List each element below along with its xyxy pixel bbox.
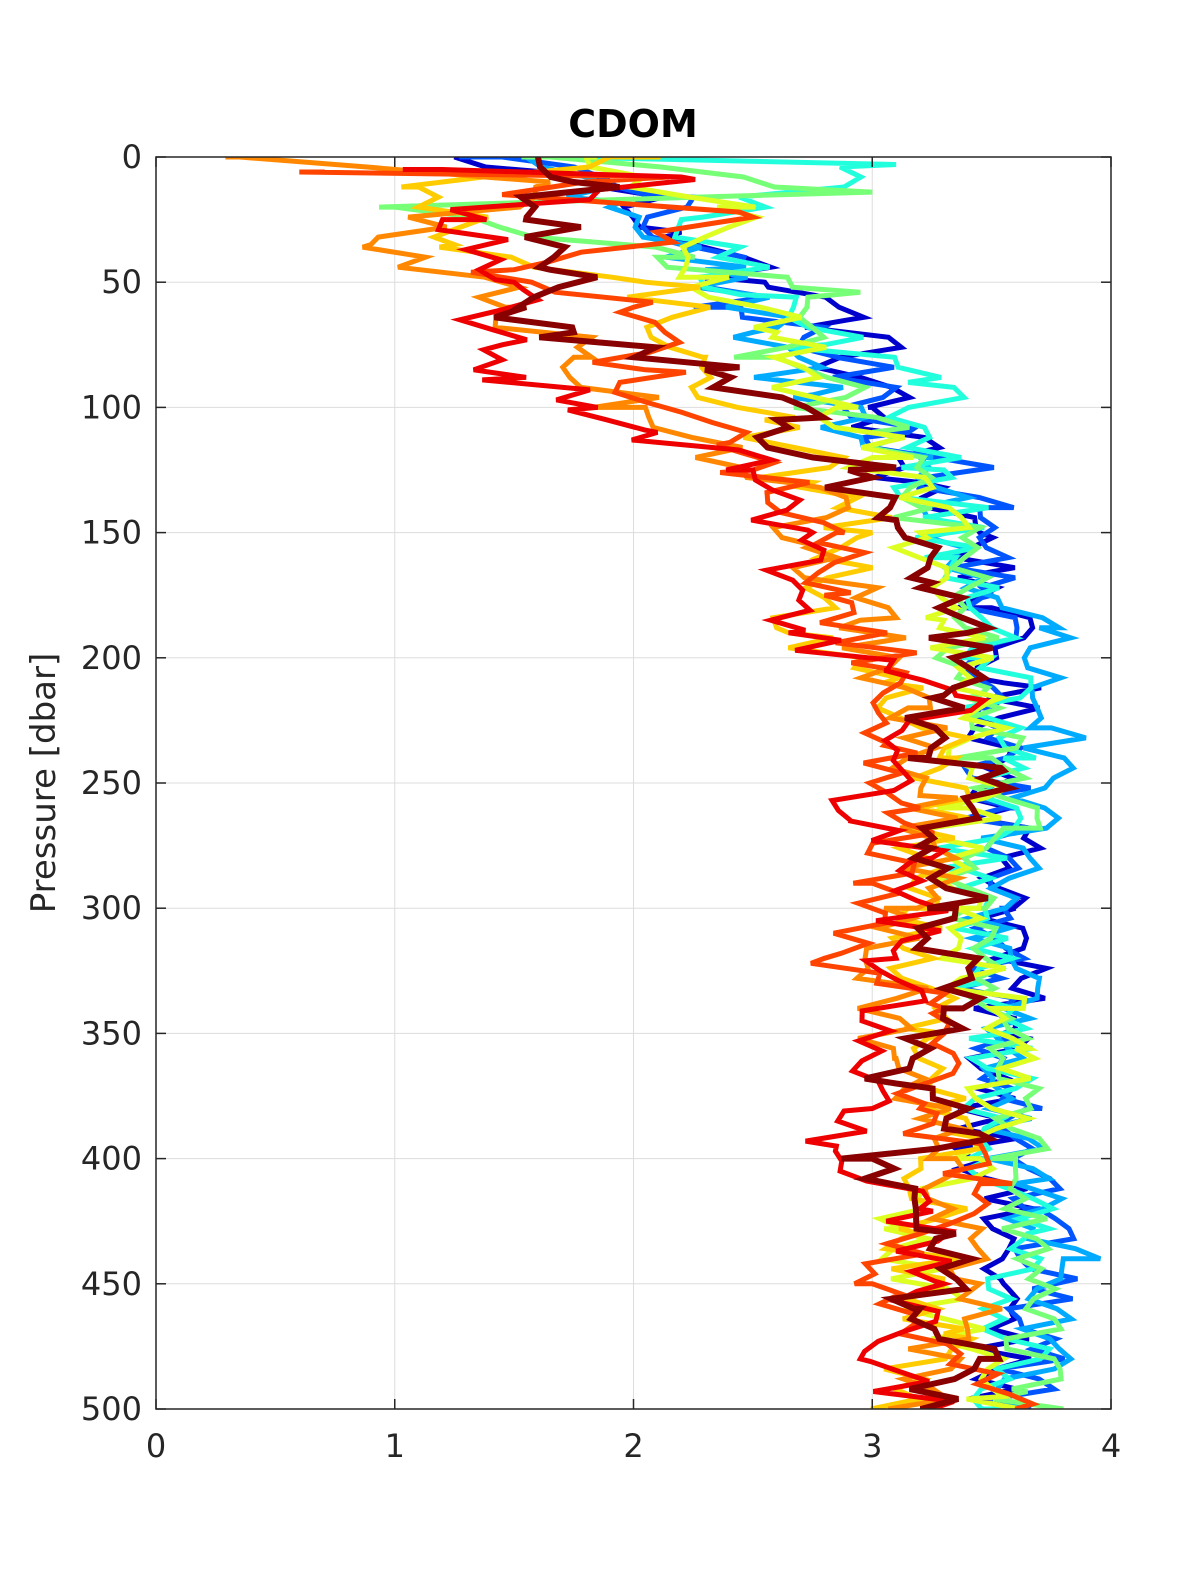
x-tick-label: 2 <box>623 1427 643 1465</box>
y-tick-label: 0 <box>122 138 142 176</box>
x-tick-label: 1 <box>385 1427 405 1465</box>
x-tick-labels: 0 1 2 3 4 <box>146 1427 1121 1465</box>
y-tick-labels: 0 50 100 150 200 250 300 350 400 450 500 <box>81 138 142 1428</box>
series-line <box>583 157 1042 1409</box>
x-tick-label: 3 <box>862 1427 882 1465</box>
x-tick-label: 4 <box>1101 1427 1121 1465</box>
chart-title: CDOM <box>568 102 698 146</box>
series-layer <box>225 157 1102 1409</box>
y-tick-label: 400 <box>81 1140 142 1178</box>
y-axis-label: Pressure [dbar] <box>24 653 64 914</box>
y-tick-label: 250 <box>81 764 142 802</box>
x-tick-label: 0 <box>146 1427 166 1465</box>
y-tick-label: 200 <box>81 639 142 677</box>
y-tick-label: 100 <box>81 388 142 426</box>
y-tick-label: 350 <box>81 1014 142 1052</box>
series-line <box>493 157 1020 1409</box>
y-tick-label: 500 <box>81 1390 142 1428</box>
y-tick-label: 150 <box>81 514 142 552</box>
tick-marks <box>155 156 1112 1410</box>
y-tick-label: 50 <box>101 263 142 301</box>
y-tick-label: 450 <box>81 1265 142 1303</box>
series-line <box>402 167 991 1409</box>
y-tick-label: 300 <box>81 889 142 927</box>
